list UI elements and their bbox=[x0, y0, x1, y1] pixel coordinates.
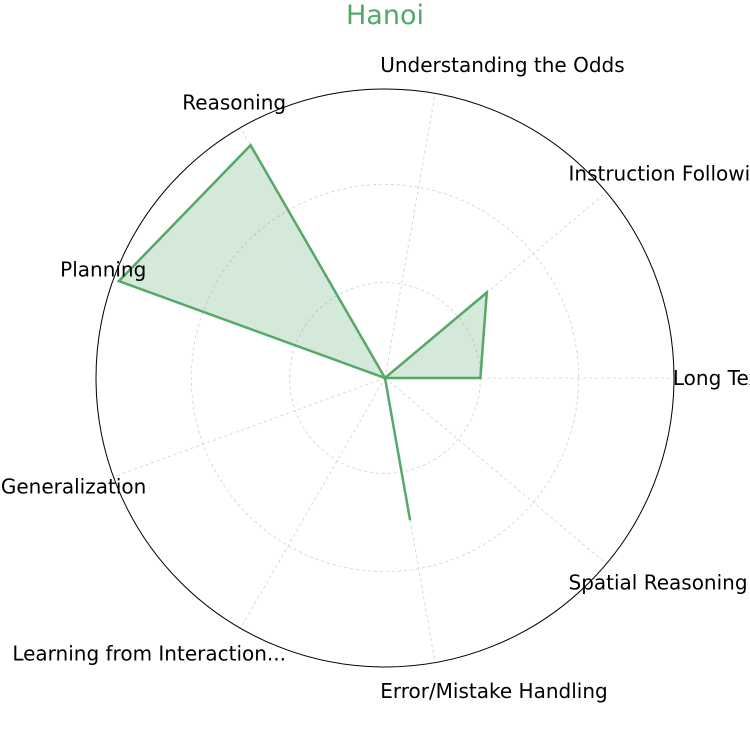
axis-label-4: Planning bbox=[60, 257, 146, 281]
series-area bbox=[118, 145, 487, 521]
axis-label-6: Learning from Interaction... bbox=[12, 641, 286, 665]
axis-label-1: Long Text Underst bbox=[673, 366, 750, 390]
axis-label-7: Error/Mistake Handling bbox=[380, 679, 608, 703]
series-line bbox=[116, 143, 489, 521]
axis-labels: Long Text Underst Understanding the Odds R… bbox=[1, 53, 750, 703]
radar-frame bbox=[95, 88, 675, 668]
axis-label-8: Spatial Reasoning bbox=[569, 570, 748, 594]
grid-spoke-5 bbox=[113, 377, 386, 478]
grid-spoke-2 bbox=[384, 93, 436, 379]
grid-spoke-8 bbox=[384, 377, 607, 565]
axis-label-2: Understanding the Odds bbox=[380, 53, 624, 77]
grid-spoke-6 bbox=[240, 377, 386, 629]
axis-label-3: Reasoning bbox=[182, 91, 286, 115]
axis-label-5: Generalization bbox=[1, 475, 146, 499]
axis-label-9: Instruction Following bbox=[569, 162, 750, 186]
series-layer bbox=[116, 143, 489, 521]
chart-title: Hanoi bbox=[346, 0, 424, 31]
